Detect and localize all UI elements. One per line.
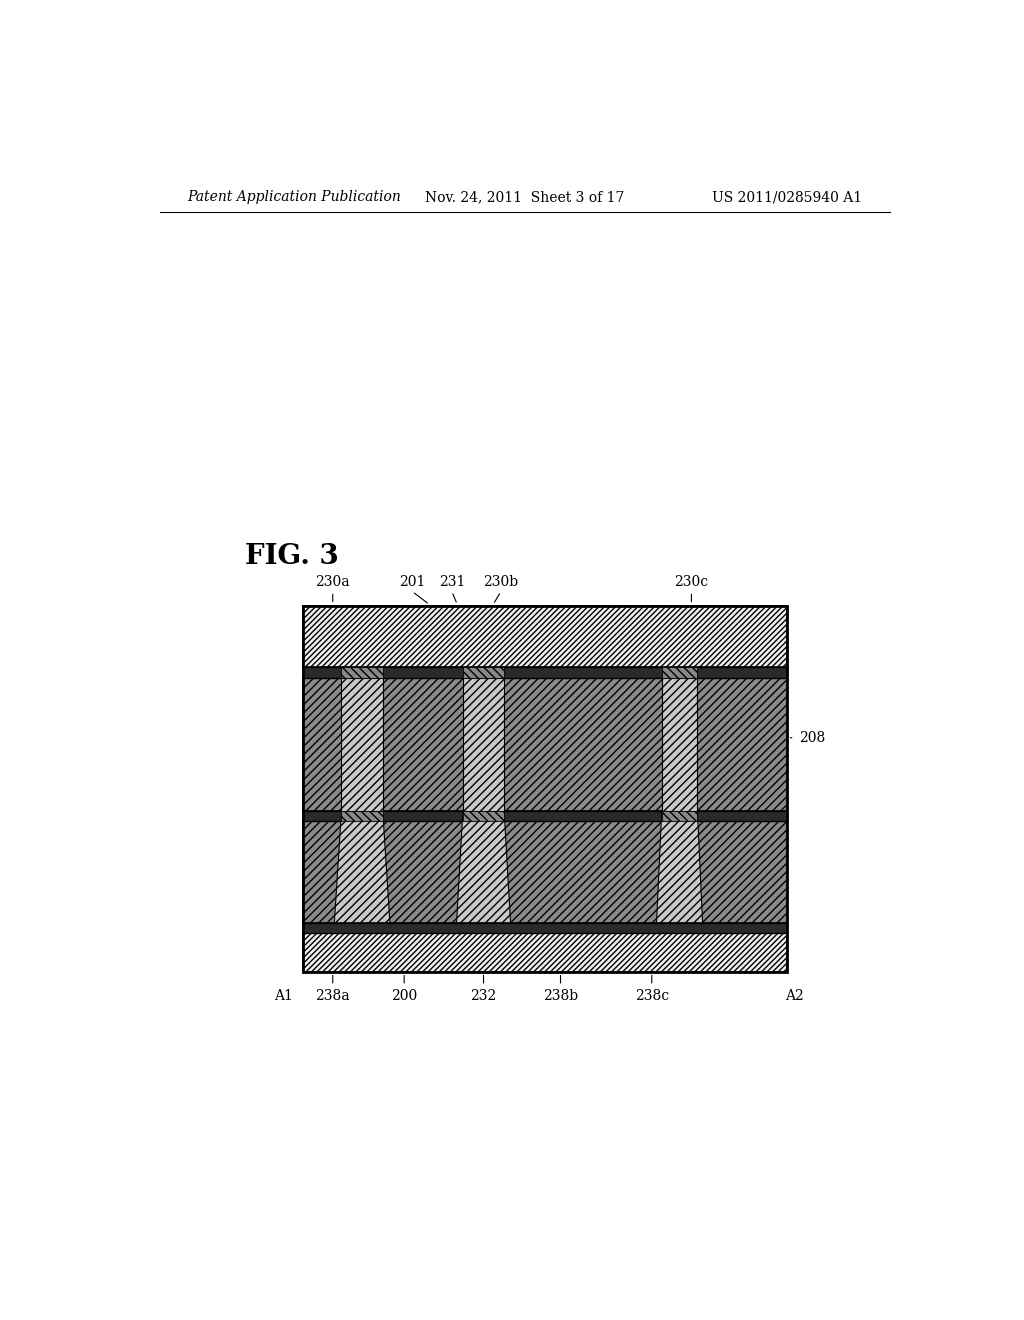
Bar [303, 821, 786, 923]
Text: A1: A1 [274, 989, 293, 1003]
Text: 238c: 238c [635, 989, 669, 1003]
Text: A2: A2 [785, 989, 804, 1003]
Text: 231: 231 [438, 576, 465, 589]
Bar [303, 667, 786, 677]
Polygon shape [662, 810, 697, 821]
Text: 230c: 230c [675, 576, 709, 589]
Text: Patent Application Publication: Patent Application Publication [187, 190, 401, 205]
Text: 232: 232 [470, 989, 497, 1003]
Polygon shape [463, 667, 504, 677]
Polygon shape [656, 810, 702, 923]
Text: 201: 201 [399, 576, 425, 589]
Text: 238a: 238a [315, 989, 350, 1003]
Polygon shape [334, 810, 390, 923]
Bar [303, 933, 786, 972]
Bar [303, 606, 786, 667]
Bar [303, 810, 786, 821]
Bar [303, 923, 786, 933]
Polygon shape [463, 677, 504, 810]
Polygon shape [662, 667, 697, 677]
Text: Nov. 24, 2011  Sheet 3 of 17: Nov. 24, 2011 Sheet 3 of 17 [425, 190, 625, 205]
Text: 200: 200 [391, 989, 418, 1003]
Polygon shape [463, 810, 504, 821]
Text: FIG. 3: FIG. 3 [246, 543, 339, 570]
Text: 238b: 238b [543, 989, 579, 1003]
Text: US 2011/0285940 A1: US 2011/0285940 A1 [712, 190, 862, 205]
Bar [303, 677, 786, 810]
Text: 230b: 230b [483, 576, 518, 589]
Polygon shape [341, 677, 383, 810]
Text: 230a: 230a [315, 576, 350, 589]
Polygon shape [457, 810, 511, 923]
Polygon shape [341, 810, 383, 821]
Bar [303, 606, 786, 972]
Text: 208: 208 [799, 731, 825, 744]
Polygon shape [341, 667, 383, 677]
Polygon shape [662, 677, 697, 810]
